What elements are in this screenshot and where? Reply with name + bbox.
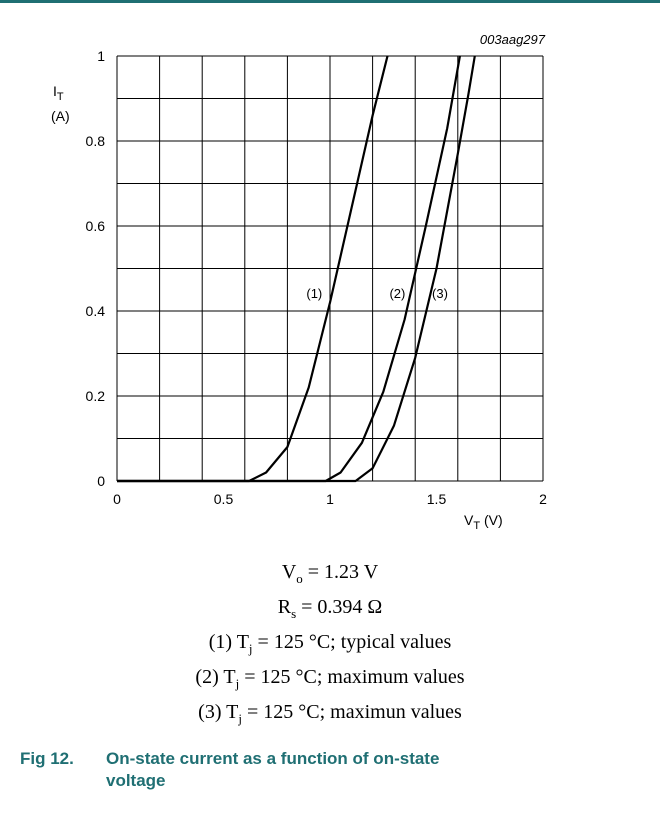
y-axis-unit: (A) <box>51 108 70 124</box>
chart-labels: 003aag297 IT (A) VT (V) <box>51 32 546 532</box>
y-tick-label: 0.8 <box>86 133 106 149</box>
chart-grid <box>116 55 544 482</box>
series-label-3: (3) <box>432 286 448 301</box>
series-line-2 <box>117 55 461 483</box>
on-state-chart: (1) (2) (3) 0 0.5 1 1.5 2 0 0.2 0.4 0.6 0.8 1 003aag… <box>51 32 548 532</box>
x-axis-label: VT (V) <box>464 512 503 532</box>
condition-line-2: (2) Tj = 125 °C; maximum values <box>195 666 465 691</box>
vo-line: Vo = 1.23 V <box>281 561 379 586</box>
top-rule <box>0 0 660 3</box>
condition-line-1: (1) Tj = 125 °C; typical values <box>208 631 452 656</box>
y-tick-label: 0.2 <box>86 388 106 404</box>
series-line-3 <box>117 55 476 483</box>
figure-title-line2: voltage <box>106 771 166 790</box>
figure-code: 003aag297 <box>480 32 546 47</box>
y-tick-label: 0.4 <box>86 303 106 319</box>
y-tick-label: 0.6 <box>86 218 106 234</box>
x-tick-label: 1 <box>326 491 334 507</box>
y-tick-label: 0 <box>97 473 105 489</box>
y-tick-label: 1 <box>97 48 105 64</box>
series-line-1 <box>117 55 389 483</box>
test-conditions: Vo = 1.23 V Rs = 0.394 Ω (1) Tj = 125 °C… <box>0 558 660 733</box>
x-tick-label: 0.5 <box>214 491 234 507</box>
chart-curves: (1) (2) (3) <box>117 55 476 483</box>
x-tick-label: 0 <box>113 491 121 507</box>
chart-ticks: 0 0.5 1 1.5 2 0 0.2 0.4 0.6 0.8 1 <box>86 48 548 507</box>
condition-line-3: (3) Tj = 125 °C; maximun values <box>198 701 462 726</box>
figure-caption: Fig 12. On-state current as a function of… <box>20 748 640 792</box>
x-tick-label: 1.5 <box>427 491 447 507</box>
series-label-2: (2) <box>389 286 405 301</box>
figure-title-line1: On-state current as a function of on-sta… <box>106 749 440 768</box>
x-tick-label: 2 <box>539 491 547 507</box>
series-label-1: (1) <box>306 286 322 301</box>
y-axis-symbol: IT <box>53 83 64 103</box>
figure-number: Fig 12. <box>20 749 74 768</box>
rs-line: Rs = 0.394 Ω <box>277 596 383 621</box>
